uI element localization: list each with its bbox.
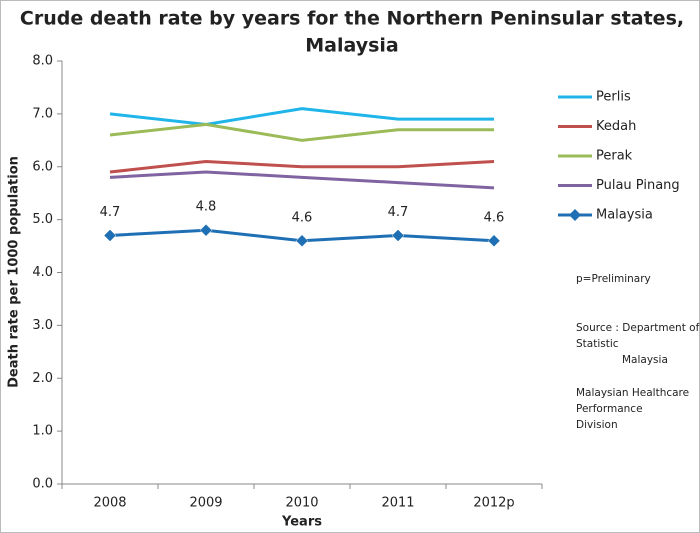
- annotation: Performance: [576, 403, 643, 415]
- annotation: Malaysian Healthcare: [576, 387, 689, 399]
- marker: [391, 229, 405, 242]
- y-tick-label: 6.0: [32, 159, 53, 174]
- y-tick-label: 5.0: [32, 212, 53, 227]
- y-tick-label: 8.0: [32, 54, 53, 69]
- series-line: [109, 170, 495, 190]
- y-axis-title: Death rate per 1000 population: [7, 156, 22, 388]
- legend-label: Malaysia: [596, 208, 653, 223]
- chart-title: Crude death rate by years for the Northe…: [20, 8, 684, 30]
- data-label: 4.8: [196, 200, 217, 215]
- data-label: 4.6: [484, 210, 505, 225]
- y-tick-label: 4.0: [32, 265, 53, 280]
- annotation: Division: [576, 419, 618, 431]
- data-label: 4.6: [292, 210, 313, 225]
- chart-title: Malaysia: [305, 35, 399, 57]
- x-tick-label: 2012p: [473, 496, 514, 511]
- series-line: [109, 122, 494, 142]
- annotation: p=Preliminary: [576, 273, 651, 285]
- annotation: Statistic: [576, 338, 619, 350]
- legend-marker: [569, 209, 581, 221]
- legend-label: Kedah: [596, 119, 636, 134]
- x-axis-title: Years: [281, 515, 322, 530]
- x-tick-label: 2009: [189, 496, 222, 511]
- data-label: 4.7: [388, 205, 409, 220]
- marker: [199, 223, 213, 237]
- data-label: 4.7: [100, 205, 121, 220]
- annotation: Source : Department of: [576, 322, 700, 334]
- series-line: [109, 159, 495, 174]
- x-tick-label: 2011: [381, 496, 414, 511]
- marker: [103, 229, 117, 242]
- annotation: Malaysia: [622, 354, 668, 366]
- legend-label: Pulau Pinang: [596, 178, 680, 193]
- y-tick-label: 7.0: [32, 106, 53, 121]
- y-tick-label: 0.0: [32, 477, 53, 492]
- y-tick-label: 3.0: [32, 318, 53, 333]
- legend-label: Perak: [596, 149, 633, 164]
- series-line: [109, 107, 494, 126]
- marker: [295, 234, 309, 248]
- marker: [487, 234, 501, 248]
- legend-label: Perlis: [596, 90, 631, 105]
- x-tick-label: 2010: [285, 496, 318, 511]
- y-tick-label: 1.0: [32, 424, 53, 439]
- y-tick-label: 2.0: [32, 371, 53, 386]
- x-tick-label: 2008: [93, 496, 126, 511]
